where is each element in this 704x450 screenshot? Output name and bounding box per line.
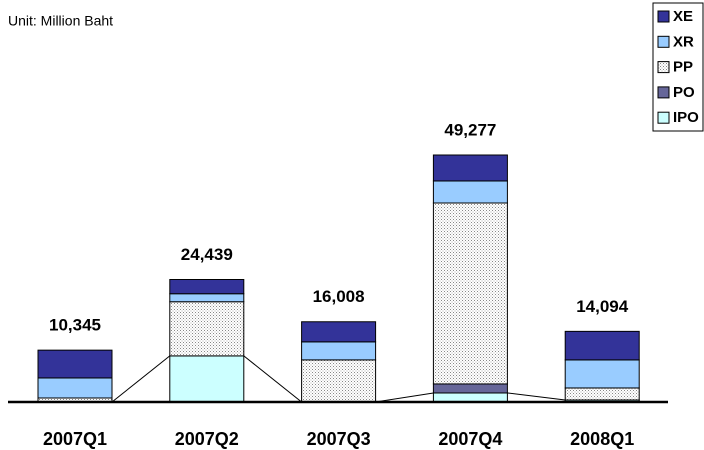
total-label: 10,345 [49, 316, 101, 335]
legend-swatch [657, 10, 670, 23]
legend-swatch [657, 111, 670, 124]
x-tick-label: 2008Q1 [570, 429, 634, 449]
bar-segment [169, 301, 245, 357]
x-tick-label: 2007Q1 [43, 429, 107, 449]
legend-label: IPO [673, 109, 699, 126]
bar-segment [432, 383, 508, 394]
bar-segment [169, 279, 245, 295]
legend-swatch [657, 86, 670, 99]
bar-segment [564, 359, 640, 389]
legend-label: XE [673, 8, 693, 25]
bar-segment [37, 377, 113, 399]
total-label: 14,094 [576, 297, 629, 316]
x-tick-label: 2007Q3 [307, 429, 371, 449]
bar-segment [169, 293, 245, 303]
total-label: 49,277 [444, 120, 496, 139]
legend-label: PO [673, 84, 695, 101]
total-label: 24,439 [181, 245, 233, 264]
bar-segment [301, 341, 377, 361]
connector-line [243, 355, 302, 403]
x-tick-label: 2007Q2 [175, 429, 239, 449]
bar-segment [564, 330, 640, 361]
legend-label: PP [673, 59, 693, 76]
bar-segment [432, 154, 508, 182]
bar-segment [432, 180, 508, 204]
connector-line [111, 355, 171, 403]
legend-swatch [657, 61, 670, 74]
bar-segment [169, 355, 245, 403]
bar-segment [432, 392, 508, 403]
total-label: 16,008 [313, 287, 365, 306]
legend-label: XR [673, 33, 694, 50]
bar-segment [301, 321, 377, 343]
bar-segment [301, 359, 377, 403]
connector-line [507, 392, 566, 401]
connector-line [375, 392, 434, 403]
bar-segment [432, 202, 508, 385]
bar-segment [564, 387, 640, 401]
x-tick-label: 2007Q4 [438, 429, 502, 449]
unit-label: Unit: Million Baht [8, 13, 113, 29]
bar-segment [37, 349, 113, 379]
legend-swatch [657, 35, 670, 48]
